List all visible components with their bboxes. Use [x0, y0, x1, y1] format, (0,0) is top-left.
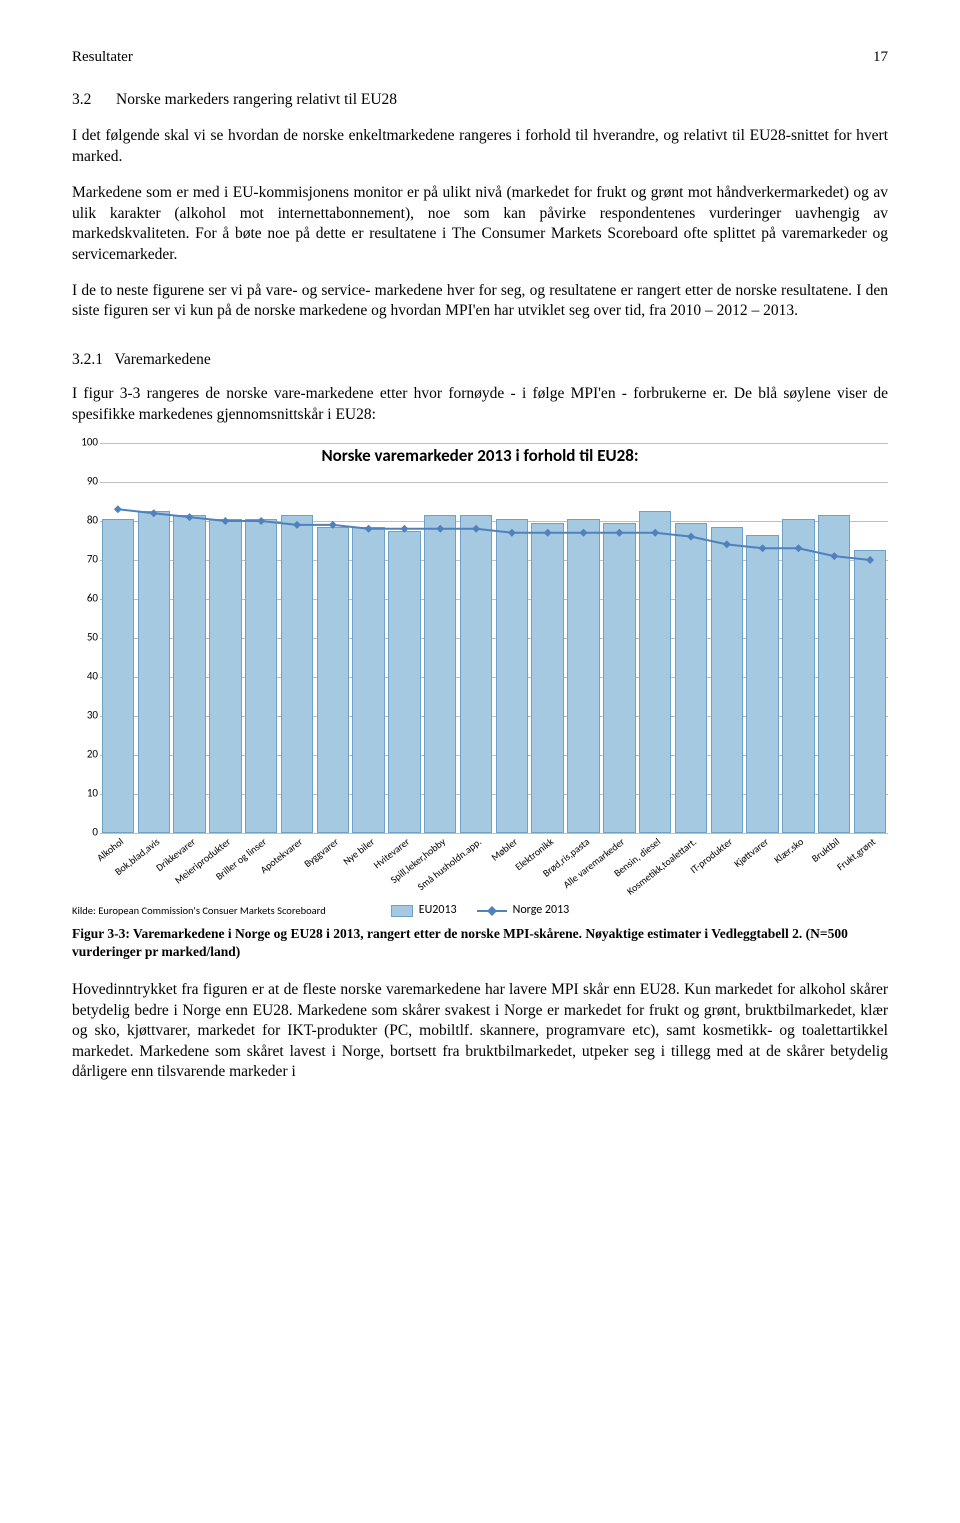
series-marker	[866, 556, 874, 564]
line-layer	[100, 443, 888, 833]
section-heading: 3.2 Norske markeders rangering relativt …	[72, 90, 888, 110]
series-marker	[150, 509, 158, 517]
series-marker	[293, 521, 301, 529]
series-marker	[508, 529, 516, 537]
chart-legend: EU2013 Norge 2013	[344, 903, 616, 919]
x-tick-label: Frukt,grønt	[834, 835, 878, 873]
x-tick-label: Klær,sko	[772, 835, 807, 866]
chart-container: Norske varemarkeder 2013 i forhold til E…	[72, 443, 888, 919]
paragraph: Hovedinntrykket fra figuren er at de fle…	[72, 980, 888, 1082]
legend-item-line: Norge 2013	[477, 903, 570, 919]
series-marker	[830, 552, 838, 560]
series-marker	[186, 513, 194, 521]
y-tick-label: 90	[72, 475, 98, 490]
subsection-number: 3.2.1	[72, 351, 103, 368]
series-marker	[221, 517, 229, 525]
series-marker	[257, 517, 265, 525]
y-tick-label: 30	[72, 709, 98, 724]
series-marker	[329, 521, 337, 529]
y-tick-label: 0	[72, 826, 98, 841]
series-marker	[544, 529, 552, 537]
series-marker	[651, 529, 659, 537]
series-marker	[436, 525, 444, 533]
legend-swatch-bar	[391, 905, 413, 917]
chart-footer: Kilde: European Commission's Consuer Mar…	[72, 903, 888, 919]
section-number: 3.2	[72, 90, 116, 110]
series-marker	[687, 533, 695, 541]
x-tick-label: Små husholdn.app.	[415, 835, 484, 893]
x-tick-label: Nye biler	[340, 835, 377, 868]
series-marker	[759, 545, 767, 553]
y-axis: 0102030405060708090100	[72, 443, 98, 833]
y-tick-label: 10	[72, 787, 98, 802]
paragraph: I det følgende skal vi se hvordan de nor…	[72, 126, 888, 167]
subsection-title: Varemarkedene	[114, 351, 210, 368]
running-header: Resultater 17	[72, 48, 888, 68]
chart-plot-area: 0102030405060708090100 AlkoholBok,blad,a…	[100, 443, 888, 903]
series-line	[118, 510, 870, 561]
section-title: Norske markeders rangering relativt til …	[116, 90, 397, 110]
legend-label: Norge 2013	[513, 903, 570, 919]
legend-swatch-line	[477, 905, 507, 917]
series-marker	[794, 545, 802, 553]
chart-source: Kilde: European Commission's Consuer Mar…	[72, 904, 344, 918]
subsection-heading: 3.2.1 Varemarkedene	[72, 350, 888, 370]
series-marker	[723, 541, 731, 549]
legend-item-bar: EU2013	[391, 903, 457, 919]
x-tick-label: Byggvarer	[301, 835, 341, 870]
series-marker	[472, 525, 480, 533]
y-tick-label: 70	[72, 553, 98, 568]
y-tick-label: 40	[72, 670, 98, 685]
y-tick-label: 60	[72, 592, 98, 607]
y-tick-label: 100	[72, 436, 98, 451]
y-tick-label: 80	[72, 514, 98, 529]
y-tick-label: 50	[72, 631, 98, 646]
y-tick-label: 20	[72, 748, 98, 763]
header-left: Resultater	[72, 48, 133, 68]
legend-label: EU2013	[419, 903, 457, 919]
header-page-number: 17	[873, 48, 888, 68]
figure-caption: Figur 3-3: Varemarkedene i Norge og EU28…	[72, 925, 888, 960]
series-marker	[400, 525, 408, 533]
paragraph: Markedene som er med i EU-kommisjonens m…	[72, 183, 888, 265]
series-marker	[365, 525, 373, 533]
paragraph: I de to neste figurene ser vi på vare- o…	[72, 281, 888, 322]
series-marker	[114, 506, 122, 514]
series-marker	[615, 529, 623, 537]
x-tick-label: Kjøttvarer	[731, 835, 771, 870]
paragraph: I figur 3-3 rangeres de norske vare-mark…	[72, 384, 888, 425]
x-axis-labels: AlkoholBok,blad,avisDrikkevarerMeieripro…	[100, 833, 888, 903]
series-marker	[580, 529, 588, 537]
